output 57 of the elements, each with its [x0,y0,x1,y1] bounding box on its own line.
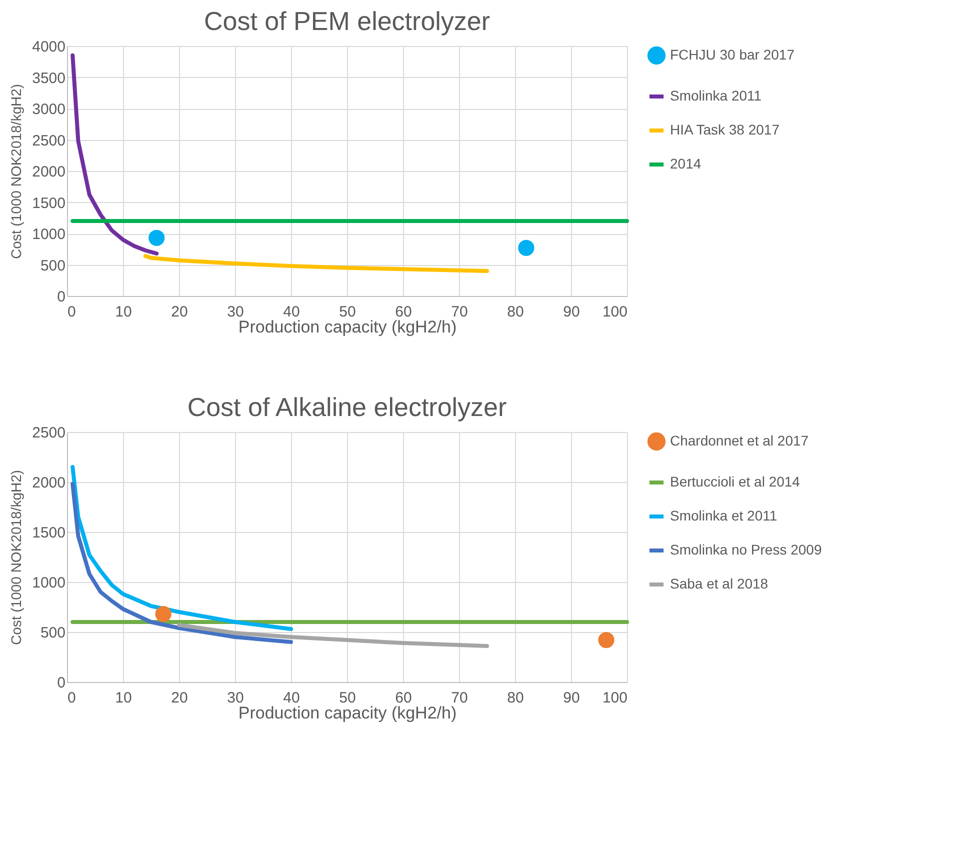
x-tick-label: 30 [227,690,244,706]
line-series [70,53,159,256]
y-tick-label: 1500 [32,524,66,542]
x-tick-label: 50 [339,690,356,706]
y-axis-title: Cost (1000 NOK2018/kgH2) [8,470,24,646]
legend-label: Smolinka et 2011 [670,508,778,524]
y-tick-label: 2500 [32,132,66,150]
legend-label: 2014 [670,156,702,172]
legend-label: Smolinka no Press 2009 [670,542,822,558]
legend-label: Bertuccioli et al 2014 [670,474,800,490]
x-tick-label: 100 [602,690,628,706]
x-tick-label: 20 [171,690,188,706]
line-series [70,482,293,644]
x-tick-label: 40 [283,304,300,320]
y-tick-label: 500 [40,257,66,274]
y-tick-label: 0 [57,288,66,306]
y-tick-label: 3500 [32,70,66,87]
line-series [70,465,293,631]
x-tick-label: 80 [507,690,524,706]
x-tick-label: 50 [339,304,356,320]
y-tick-label: 0 [57,674,66,692]
legend-label: Smolinka 2011 [670,88,762,104]
x-tick-label: 90 [563,690,580,706]
line-series [177,623,489,648]
legend-label: FCHJU 30 bar 2017 [670,46,795,62]
x-tick-label: 90 [563,304,580,320]
line-series [143,254,489,273]
x-tick-label: 60 [395,690,412,706]
x-tick-label: 40 [283,690,300,706]
chart-title: Cost of Alkaline electrolyzer [187,392,508,422]
x-tick-label: 60 [395,304,412,320]
x-tick-label: 70 [451,690,468,706]
y-tick-label: 2500 [32,424,66,442]
y-tick-label: 2000 [32,474,66,492]
y-tick-label: 1000 [32,574,66,592]
x-tick-label: 100 [602,304,628,320]
x-tick-label: 80 [507,304,524,320]
y-axis-title: Cost (1000 NOK2018/kgH2) [8,84,24,260]
x-tick-label: 20 [171,304,188,320]
x-tick-label: 10 [115,304,132,320]
chart-title: Cost of PEM electrolyzer [204,6,490,36]
x-tick-label: 30 [227,304,244,320]
y-tick-label: 2000 [32,164,66,180]
y-tick-label: 1000 [32,226,66,243]
x-tick-label: 70 [451,304,468,320]
legend-label: Chardonnet et al 2017 [670,432,809,448]
x-axis-title: Production capacity (kgH2/h) [238,704,457,722]
legend-label: HIA Task 38 2017 [670,122,780,138]
y-tick-label: 3000 [32,101,66,118]
x-tick-label: 0 [68,690,76,706]
x-tick-label: 10 [115,690,132,706]
y-tick-label: 4000 [32,38,66,56]
x-axis-title: Production capacity (kgH2/h) [238,318,457,336]
legend-label: Saba et al 2018 [670,576,768,592]
y-tick-label: 500 [40,624,66,642]
x-tick-label: 0 [68,304,76,320]
y-tick-label: 1500 [32,194,66,212]
